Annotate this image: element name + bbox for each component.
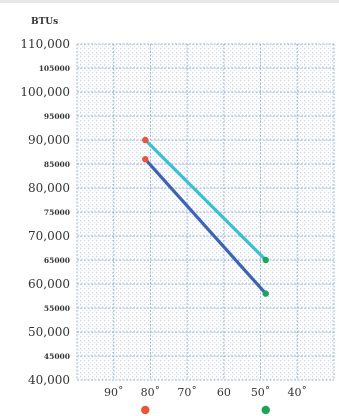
series-2-point bbox=[262, 290, 269, 297]
y-tick-label: 80,000 bbox=[28, 181, 70, 195]
y-tick-label: 45000 bbox=[44, 352, 70, 361]
x-tick-label: 90˚ bbox=[104, 386, 124, 399]
y-tick-label: 105000 bbox=[39, 64, 70, 73]
x-legend-marker bbox=[141, 405, 150, 415]
y-axis-label: BTUs bbox=[31, 17, 58, 27]
y-tick-label: 60,000 bbox=[28, 277, 70, 291]
series-2-line bbox=[143, 157, 268, 296]
y-tick-label: 70,000 bbox=[28, 229, 70, 243]
y-tick-label: 90,000 bbox=[28, 133, 70, 147]
x-tick-label: 70˚ bbox=[177, 386, 197, 399]
x-tick-label: 40˚ bbox=[288, 386, 308, 399]
y-tick-label: 50,000 bbox=[28, 325, 70, 339]
x-legend-marker bbox=[261, 405, 270, 415]
y-tick-label: 95000 bbox=[44, 112, 70, 121]
x-tick-label: 80˚ bbox=[141, 386, 161, 399]
series-1-point bbox=[142, 136, 149, 144]
y-tick-label: 40,000 bbox=[28, 373, 70, 387]
series-2-point bbox=[142, 156, 149, 163]
x-tick-label: 60 bbox=[217, 386, 231, 399]
series-1-point bbox=[262, 256, 269, 264]
series-1-line bbox=[143, 138, 268, 262]
y-tick-label: 55000 bbox=[44, 304, 70, 313]
y-tick-label: 65000 bbox=[44, 256, 70, 265]
x-tick-label: 50˚ bbox=[251, 386, 271, 399]
y-tick-label: 100,000 bbox=[20, 85, 70, 99]
y-tick-label: 85000 bbox=[44, 160, 70, 169]
y-tick-label: 110,000 bbox=[20, 37, 70, 51]
top-strip bbox=[0, 0, 339, 3]
y-tick-label: 75000 bbox=[44, 208, 70, 217]
